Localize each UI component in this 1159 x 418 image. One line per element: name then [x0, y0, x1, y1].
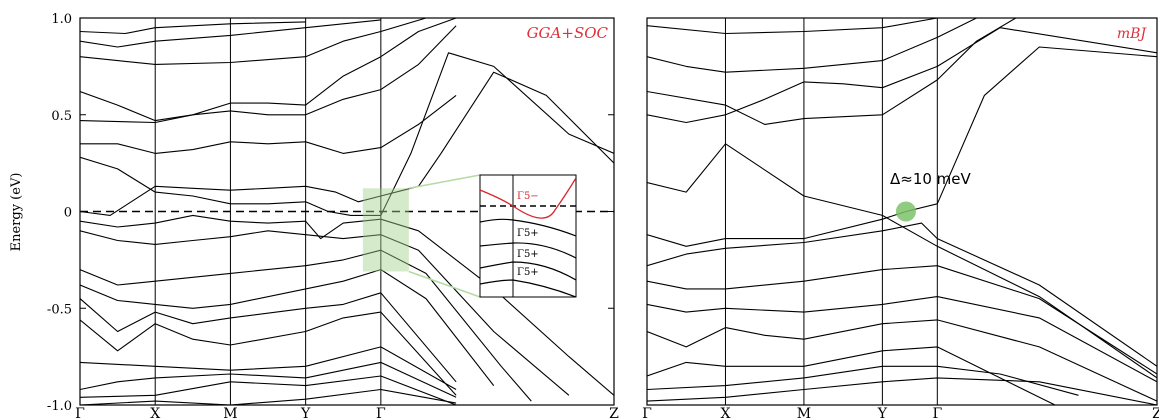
inset-conduction-band [480, 177, 576, 219]
band-line-2 [80, 361, 457, 398]
kpoint-label: Γ [932, 406, 942, 418]
kpoint-label: Z [1152, 406, 1159, 418]
kpoint-label: Γ [376, 406, 386, 418]
band-line-1 [80, 375, 457, 405]
gga-soc-label: GGA+SOC [527, 24, 609, 42]
inset-frame [479, 174, 577, 298]
inset-zoom: Γ5− Γ5+ Γ5+ Γ5+ [479, 174, 577, 298]
band-line-12 [647, 18, 938, 35]
right-plot-frame [646, 17, 1158, 406]
band-line-3 [80, 346, 457, 390]
gamma-highlight-box [362, 188, 409, 272]
band-line-2 [647, 346, 1056, 405]
band-line-6 [80, 269, 495, 386]
kpoint-label: X [150, 406, 160, 418]
inset-valence-band-3 [480, 261, 576, 281]
y-tick-label: 0.5 [51, 109, 72, 124]
band-line-9 [647, 27, 1157, 124]
inset-state-label: Γ5+ [517, 249, 539, 260]
y-tick-label: 0 [64, 206, 72, 221]
kpoint-label: M [797, 406, 811, 418]
y-tick-label: -1.0 [47, 399, 72, 414]
band-line-0 [80, 388, 457, 405]
inset-connector-bottom [408, 270, 481, 298]
band-line-4 [647, 296, 1157, 383]
inset-state-label: Γ5+ [517, 267, 539, 278]
y-axis-label: Energy (eV) [9, 173, 24, 252]
inset-state-label: Γ5+ [517, 228, 539, 239]
inset-connector-top [408, 174, 481, 190]
y-tick-label: 1.0 [51, 12, 72, 27]
mbj-label: mBJ [1117, 26, 1148, 42]
band-line-8 [647, 143, 1157, 379]
left-plot-frame [79, 17, 615, 406]
kpoint-label: Γ [642, 406, 652, 418]
gap-marker [895, 201, 916, 222]
right-bands [647, 18, 1157, 405]
inset-valence-band-1 [480, 218, 576, 237]
band-line-11 [80, 52, 614, 216]
band-line-6 [647, 222, 1157, 367]
gap-annotation: Δ≈10 meV [890, 170, 972, 188]
kpoint-label: Y [300, 406, 311, 418]
band-line-12 [80, 94, 457, 154]
left-panel: Γ X M Y Γ Z 1.0 0.5 0 -0.5 -1.0 Γ5− Γ5+ Γ5+ Γ5+ [47, 12, 619, 418]
band-line-13 [80, 25, 457, 124]
band-line-14 [80, 18, 457, 122]
inset-state-label: Γ5− [517, 191, 539, 202]
band-line-8 [80, 230, 570, 396]
band-line-5 [647, 265, 1157, 375]
kpoint-label: M [223, 406, 237, 418]
kpoint-label: Z [609, 406, 619, 418]
inset-valence-band-2 [480, 242, 576, 259]
kpoint-label: Y [877, 406, 888, 418]
band-line-11 [647, 18, 977, 73]
band-line-7 [647, 46, 1157, 247]
inset-valence-band-4 [480, 279, 576, 297]
kpoint-label: Γ [75, 406, 85, 418]
kpoint-label: X [720, 406, 730, 418]
band-line-3 [647, 319, 1157, 402]
band-line-0 [647, 377, 1157, 405]
band-line-10 [80, 71, 614, 216]
band-line-15 [80, 18, 427, 65]
y-tick-label: -0.5 [47, 302, 72, 317]
band-line-17 [80, 21, 306, 35]
band-line-10 [647, 18, 1017, 125]
